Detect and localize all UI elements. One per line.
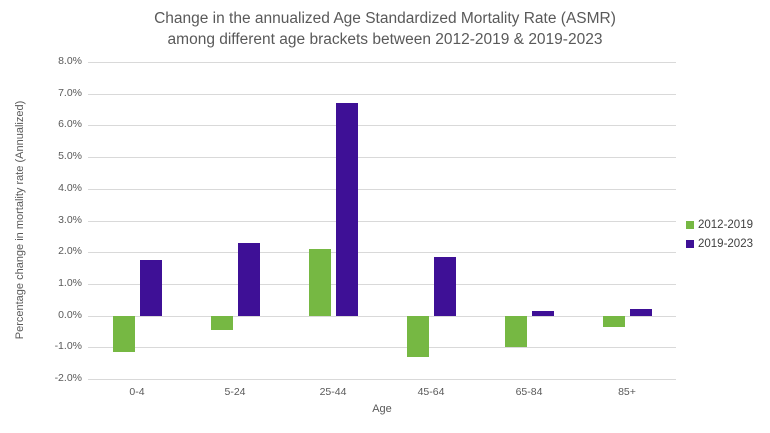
y-tick-label: 5.0%	[58, 150, 82, 163]
bar-2019-2023-85+	[629, 309, 652, 316]
x-tick-label: 85+	[618, 386, 636, 398]
y-tick-label: 3.0%	[58, 213, 82, 226]
bar-2019-2023-5-24	[237, 242, 260, 316]
y-tick-label: 4.0%	[58, 181, 82, 194]
legend-label-2019-2023: 2019-2023	[698, 238, 753, 250]
gridline	[88, 125, 676, 127]
x-tick-label: 45-64	[417, 386, 445, 398]
gridline	[88, 62, 676, 63]
gridline	[88, 283, 676, 285]
gridline	[88, 93, 676, 95]
bar-2012-2019-0-4	[112, 315, 135, 353]
y-axis-title: Percentage change in mortality rate (Ann…	[14, 100, 26, 340]
gridline	[88, 379, 676, 380]
gridline	[88, 315, 676, 317]
legend-label-2012-2019: 2012-2019	[698, 219, 753, 231]
gridline	[88, 220, 676, 222]
legend-item-2012-2019: 2012-2019	[686, 219, 753, 231]
gridline	[88, 252, 676, 254]
gridline	[88, 157, 676, 159]
x-tick-label: 65-84	[515, 386, 543, 398]
y-tick-label: -1.0%	[54, 340, 82, 353]
bar-2019-2023-45-64	[433, 256, 456, 316]
bar-2012-2019-65-84	[504, 315, 527, 348]
bar-2012-2019-5-24	[210, 315, 233, 330]
bar-2012-2019-85+	[602, 315, 625, 327]
y-tick-label: 1.0%	[58, 276, 82, 289]
gridline	[88, 347, 676, 349]
x-tick-label: 25-44	[319, 386, 347, 398]
plot-area	[88, 62, 676, 380]
legend-swatch-2012-2019-icon	[686, 221, 694, 229]
bar-2019-2023-25-44	[335, 103, 358, 316]
bar-2019-2023-65-84	[531, 310, 554, 316]
legend-item-2019-2023: 2019-2023	[686, 238, 753, 250]
y-tick-label: 2.0%	[58, 245, 82, 258]
y-tick-label: 6.0%	[58, 118, 82, 131]
y-tick-label: 8.0%	[58, 55, 82, 67]
x-axis-title: Age	[372, 403, 392, 415]
legend: 2012-2019 2019-2023	[686, 219, 753, 257]
y-tick-label: 7.0%	[58, 86, 82, 99]
x-tick-label: 5-24	[224, 386, 246, 398]
legend-swatch-2019-2023-icon	[686, 240, 694, 248]
y-tick-label: 0.0%	[58, 308, 82, 321]
bar-2012-2019-25-44	[308, 249, 331, 316]
chart-title-line2: among different age brackets between 201…	[167, 30, 603, 48]
chart-title-line1: Change in the annualized Age Standardize…	[154, 10, 616, 27]
x-tick-label: 0-4	[129, 386, 145, 398]
bar-2019-2023-0-4	[139, 260, 162, 316]
chart-title: Change in the annualized Age Standardize…	[30, 9, 740, 51]
gridline	[88, 188, 676, 190]
y-tick-label: -2.0%	[54, 372, 82, 384]
bar-2012-2019-45-64	[406, 315, 429, 357]
